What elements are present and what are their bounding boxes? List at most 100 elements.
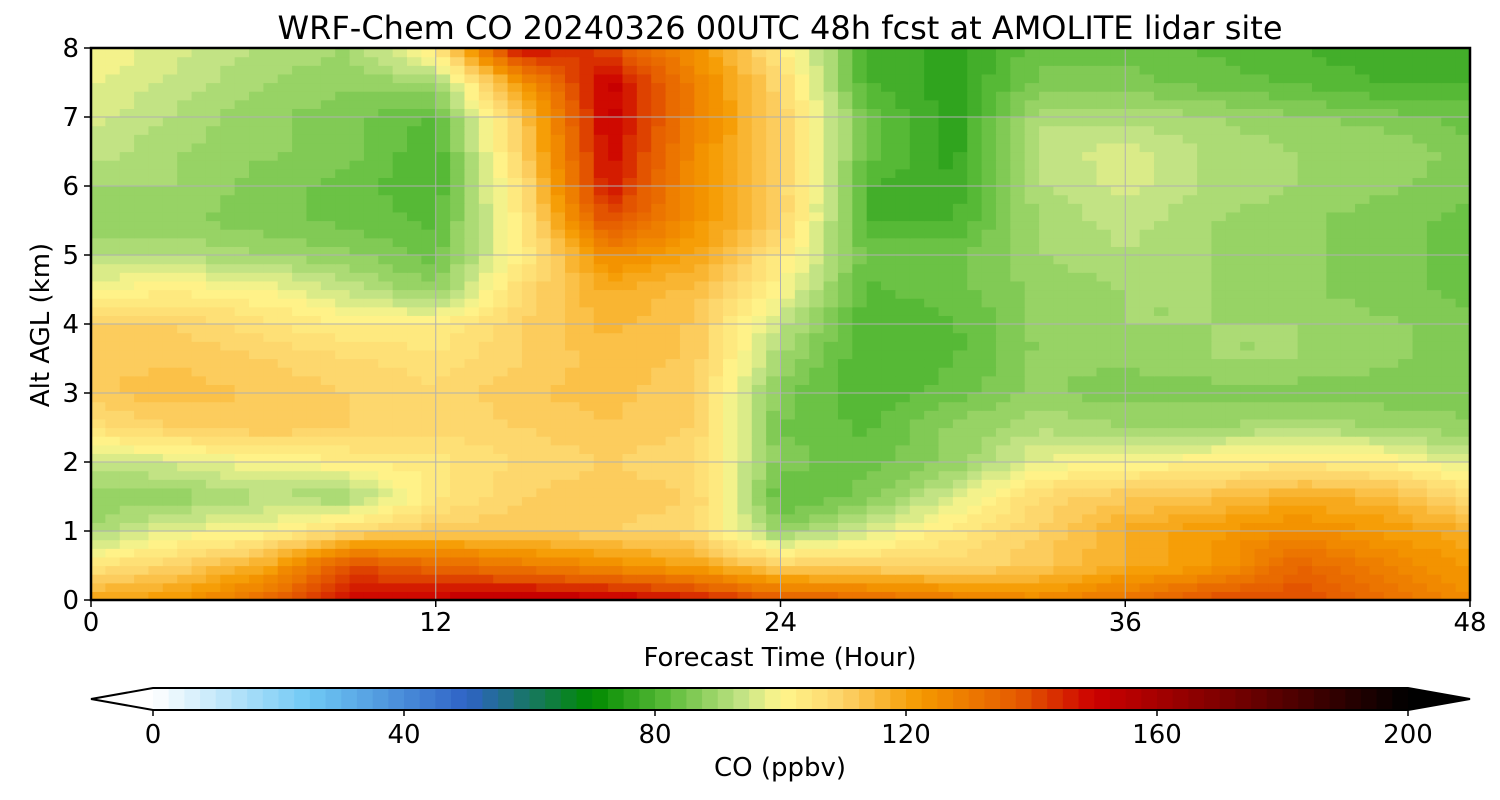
field-cell [220, 211, 236, 222]
field-cell [1225, 410, 1241, 420]
field-cell [392, 401, 408, 411]
field-cell [823, 229, 839, 239]
field-cell [1340, 470, 1356, 480]
field-cell [1398, 487, 1414, 498]
field-cell [1211, 496, 1227, 506]
field-cell [565, 539, 580, 549]
field-cell [464, 401, 480, 411]
field-cell [1297, 531, 1313, 541]
field-cell [766, 263, 782, 273]
field-cell [1311, 548, 1327, 558]
field-cell [306, 229, 322, 239]
field-cell [1297, 306, 1313, 316]
field-cell [1110, 574, 1126, 584]
field-cell [234, 453, 250, 463]
field-cell [1297, 513, 1313, 523]
field-cell [464, 186, 480, 196]
field-cell [134, 384, 150, 394]
field-cell [1182, 220, 1198, 230]
field-cell [809, 401, 825, 411]
field-cell [895, 194, 911, 204]
field-cell [780, 453, 796, 463]
field-cell [794, 341, 810, 351]
field-cell [134, 470, 150, 480]
field-cell [378, 289, 394, 299]
field-cell [622, 375, 638, 385]
field-cell [1039, 194, 1055, 204]
field-cell [1283, 349, 1299, 360]
field-cell [1254, 487, 1270, 498]
field-cell [220, 462, 236, 472]
field-cell [622, 272, 638, 282]
field-cell [1168, 349, 1184, 360]
field-cell [1096, 505, 1112, 515]
field-cell [450, 496, 466, 506]
field-cell [1082, 306, 1098, 316]
field-cell [694, 280, 710, 291]
field-cell [320, 255, 336, 265]
field-cell [708, 263, 724, 273]
field-cell [1168, 237, 1184, 247]
field-cell [1340, 444, 1356, 454]
field-cell [392, 531, 408, 541]
field-cell [349, 367, 365, 377]
field-cell [938, 505, 954, 515]
field-cell [723, 582, 738, 592]
field-cell [1024, 418, 1040, 429]
field-cell [464, 582, 480, 592]
field-cell [809, 444, 825, 454]
field-cell [866, 436, 882, 446]
field-cell [450, 151, 466, 161]
field-cell [1268, 237, 1284, 247]
field-cell [565, 358, 580, 368]
field-cell [1268, 203, 1284, 213]
field-cell [435, 263, 451, 273]
field-cell [608, 548, 624, 558]
field-cell [435, 341, 451, 351]
field-cell [895, 531, 911, 541]
field-cell [1082, 315, 1098, 325]
field-cell [306, 582, 322, 592]
field-cell [1053, 298, 1069, 308]
field-cell [464, 255, 480, 265]
field-cell [651, 255, 667, 265]
field-cell [478, 177, 494, 187]
field-cell [292, 522, 308, 532]
field-cell [392, 272, 408, 282]
field-cell [378, 393, 394, 403]
field-cell [134, 427, 150, 437]
field-cell [234, 591, 250, 601]
field-cell [708, 186, 724, 196]
field-cell [1283, 410, 1299, 420]
field-cell [134, 246, 150, 256]
field-cell [1039, 436, 1055, 446]
field-cell [1340, 255, 1356, 265]
field-cell [421, 401, 437, 411]
field-cell [1369, 255, 1385, 265]
field-cell [952, 324, 968, 334]
field-cell [938, 401, 954, 411]
field-cell [1268, 505, 1284, 515]
field-cell [1225, 479, 1241, 489]
field-cell [837, 574, 853, 584]
field-cell [593, 556, 609, 567]
field-cell [1110, 229, 1126, 239]
field-cell [579, 324, 595, 334]
field-cell [881, 324, 897, 334]
field-cell [938, 315, 954, 325]
field-cell [335, 272, 351, 282]
field-cell [708, 505, 724, 515]
field-cell [1254, 401, 1270, 411]
field-cell [392, 324, 408, 334]
field-cell [521, 306, 537, 316]
field-cell [162, 341, 178, 351]
field-cell [1110, 384, 1126, 394]
field-cell [967, 444, 983, 454]
field-cell [981, 367, 997, 377]
field-cell [1455, 453, 1471, 463]
field-cell [1082, 280, 1098, 291]
field-cell [593, 401, 609, 411]
field-cell [493, 349, 509, 360]
field-cell [636, 177, 652, 187]
field-cell [450, 341, 466, 351]
